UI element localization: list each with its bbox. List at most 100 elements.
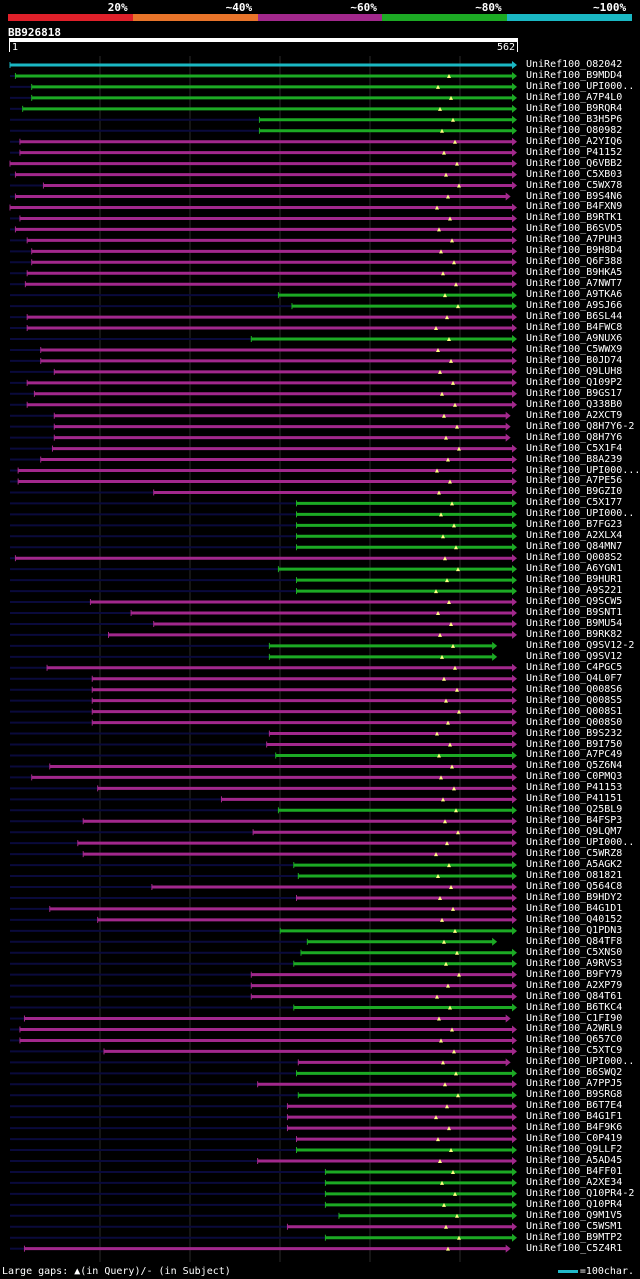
- hit-label[interactable]: UniRef100_B6TKC4: [526, 1001, 623, 1013]
- hit-label[interactable]: UniRef100_O82042: [526, 59, 623, 70]
- hit-label[interactable]: UniRef100_B9SNT1: [526, 607, 623, 618]
- hit-label[interactable]: UniRef100_UPI000..: [526, 837, 635, 849]
- hit-label[interactable]: UniRef100_B9MDD4: [526, 69, 623, 81]
- hit-label[interactable]: UniRef100_A2WRL9: [526, 1023, 623, 1035]
- hit-label[interactable]: UniRef100_Q84MN7: [526, 541, 623, 553]
- hit-label[interactable]: UniRef100_A7PPJ5: [526, 1078, 623, 1090]
- hit-label[interactable]: UniRef100_Q84TF8: [526, 935, 623, 947]
- hit-label[interactable]: UniRef100_C5XTC9: [526, 1045, 623, 1057]
- hit-label[interactable]: UniRef100_Q109P2: [526, 376, 623, 388]
- hit-label[interactable]: UniRef100_A9RVS3: [526, 957, 623, 969]
- hit-label[interactable]: UniRef100_C5WWX9: [526, 343, 623, 355]
- hit-label[interactable]: UniRef100_B9RTK1: [526, 212, 623, 224]
- hit-label[interactable]: UniRef100_B9MU54: [526, 617, 623, 629]
- hit-label[interactable]: UniRef100_A5AGK2: [526, 859, 623, 871]
- hit-label[interactable]: UniRef100_P41151: [526, 793, 623, 805]
- hit-label[interactable]: UniRef100_Q338B0: [526, 398, 623, 410]
- hit-label[interactable]: UniRef100_Q1PDN3: [526, 924, 623, 936]
- hit-label[interactable]: UniRef100_A6YGN1: [526, 563, 623, 575]
- hit-label[interactable]: UniRef100_Q9LQM7: [526, 826, 623, 838]
- hit-label[interactable]: UniRef100_B4FF01: [526, 1165, 623, 1177]
- hit-label[interactable]: UniRef100_Q4L0F7: [526, 672, 623, 684]
- hit-label[interactable]: UniRef100_Q5Z6N4: [526, 760, 623, 772]
- hit-label[interactable]: UniRef100_Q84T61: [526, 990, 623, 1002]
- hit-label[interactable]: UniRef100_C5Z4R1: [526, 1242, 623, 1254]
- hit-label[interactable]: UniRef100_C4PGC5: [526, 661, 623, 673]
- hit-label[interactable]: UniRef100_B9RQR4: [526, 102, 623, 114]
- hit-label[interactable]: UniRef100_B4FXN9: [526, 201, 623, 213]
- hit-label[interactable]: UniRef100_A5AD45: [526, 1155, 623, 1166]
- hit-label[interactable]: UniRef100_C5X1F4: [526, 442, 623, 454]
- hit-label[interactable]: UniRef100_O80982: [526, 124, 623, 136]
- hit-label[interactable]: UniRef100_C1FI90: [526, 1012, 623, 1024]
- hit-label[interactable]: UniRef100_UPI000...: [526, 464, 640, 476]
- hit-label[interactable]: UniRef100_Q657C0: [526, 1034, 623, 1046]
- hit-label[interactable]: UniRef100_B9HDY2: [526, 891, 623, 903]
- hit-label[interactable]: UniRef100_C0P419: [526, 1133, 623, 1145]
- hit-label[interactable]: UniRef100_B9SRG8: [526, 1089, 623, 1101]
- hit-label[interactable]: UniRef100_B6SL44: [526, 311, 623, 323]
- hit-label[interactable]: UniRef100_C5WX78: [526, 179, 623, 191]
- hit-label[interactable]: UniRef100_B9S232: [526, 727, 623, 739]
- hit-label[interactable]: UniRef100_Q10PR4: [526, 1198, 623, 1210]
- hit-label[interactable]: UniRef100_B6SWQ2: [526, 1067, 623, 1079]
- hit-label[interactable]: UniRef100_O81821: [526, 870, 623, 882]
- hit-label[interactable]: UniRef100_B9GS17: [526, 387, 623, 399]
- hit-label[interactable]: UniRef100_A9SJ66: [526, 300, 623, 312]
- hit-label[interactable]: UniRef100_B9RK82: [526, 628, 623, 640]
- hit-label[interactable]: UniRef100_A9NUX6: [526, 333, 623, 344]
- hit-label[interactable]: UniRef100_C5XNS0: [526, 946, 623, 958]
- hit-label[interactable]: UniRef100_B4FSP3: [526, 815, 623, 827]
- hit-label[interactable]: UniRef100_B9I750: [526, 738, 623, 750]
- hit-label[interactable]: UniRef100_A2XLX4: [526, 530, 623, 542]
- hit-label[interactable]: UniRef100_A7PE56: [526, 475, 623, 487]
- hit-label[interactable]: UniRef100_B6T7E4: [526, 1100, 623, 1112]
- hit-label[interactable]: UniRef100_C5WRZ8: [526, 848, 623, 860]
- hit-label[interactable]: UniRef100_A7PC49: [526, 749, 623, 761]
- hit-label[interactable]: UniRef100_B7FG23: [526, 519, 623, 531]
- hit-label[interactable]: UniRef100_Q8H7Y6-2: [526, 420, 635, 432]
- hit-label[interactable]: UniRef100_Q008S6: [526, 683, 623, 695]
- hit-label[interactable]: UniRef100_Q008S1: [526, 705, 623, 717]
- hit-label[interactable]: UniRef100_C5XB03: [526, 168, 623, 180]
- hit-label[interactable]: UniRef100_C5WSM1: [526, 1220, 623, 1232]
- hit-label[interactable]: UniRef100_B4FWC8: [526, 322, 623, 334]
- hit-label[interactable]: UniRef100_A2XCT9: [526, 409, 623, 421]
- hit-label[interactable]: UniRef100_B9HKA5: [526, 267, 623, 279]
- hit-label[interactable]: UniRef100_Q25BL9: [526, 804, 623, 816]
- hit-label[interactable]: UniRef100_UPI000..: [526, 80, 635, 92]
- hit-label[interactable]: UniRef100_Q40152: [526, 913, 623, 925]
- hit-label[interactable]: UniRef100_B9HUR1: [526, 574, 623, 586]
- hit-label[interactable]: UniRef100_Q9LLF2: [526, 1144, 623, 1156]
- hit-label[interactable]: UniRef100_B6SVD5: [526, 223, 623, 235]
- hit-label[interactable]: UniRef100_B4G1F1: [526, 1111, 623, 1123]
- hit-label[interactable]: UniRef100_B4F9K6: [526, 1122, 623, 1134]
- hit-label[interactable]: UniRef100_UPI000..: [526, 508, 635, 520]
- hit-label[interactable]: UniRef100_Q564C8: [526, 881, 623, 892]
- hit-label[interactable]: UniRef100_B9MTP2: [526, 1231, 623, 1243]
- hit-label[interactable]: UniRef100_B9FY79: [526, 968, 623, 980]
- hit-label[interactable]: UniRef100_B4G1D1: [526, 902, 623, 914]
- hit-label[interactable]: UniRef100_Q9LUH8: [526, 365, 623, 377]
- hit-label[interactable]: UniRef100_B3H5P6: [526, 113, 623, 125]
- hit-label[interactable]: UniRef100_Q008S0: [526, 716, 623, 728]
- hit-label[interactable]: UniRef100_A7P4L0: [526, 91, 623, 103]
- hit-label[interactable]: UniRef100_B9H8D4: [526, 245, 623, 257]
- hit-label[interactable]: UniRef100_A2XE34: [526, 1176, 623, 1188]
- hit-label[interactable]: UniRef100_Q9M1V5: [526, 1209, 623, 1221]
- hit-label[interactable]: UniRef100_Q9SCW5: [526, 596, 623, 608]
- hit-label[interactable]: UniRef100_B8A239: [526, 453, 623, 465]
- hit-label[interactable]: UniRef100_C0PMQ3: [526, 771, 623, 783]
- hit-label[interactable]: UniRef100_A9TKA6: [526, 289, 623, 301]
- hit-label[interactable]: UniRef100_B9GZI0: [526, 486, 623, 498]
- hit-label[interactable]: UniRef100_P41153: [526, 782, 623, 794]
- hit-label[interactable]: UniRef100_A9S221: [526, 585, 623, 597]
- hit-label[interactable]: UniRef100_A7PUH3: [526, 234, 623, 246]
- hit-label[interactable]: UniRef100_B9S4N6: [526, 190, 623, 202]
- hit-label[interactable]: UniRef100_Q008S5: [526, 694, 623, 706]
- hit-label[interactable]: UniRef100_Q8H7Y6: [526, 431, 623, 443]
- hit-label[interactable]: UniRef100_Q008S2: [526, 552, 623, 564]
- hit-label[interactable]: UniRef100_A2XP79: [526, 979, 623, 991]
- hit-label[interactable]: UniRef100_C5X177: [526, 497, 623, 509]
- hit-label[interactable]: UniRef100_Q6F388: [526, 256, 623, 268]
